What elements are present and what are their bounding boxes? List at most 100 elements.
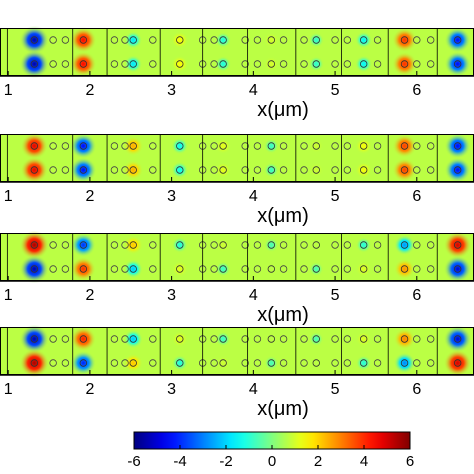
field-spot (264, 355, 279, 371)
hole-marker (176, 142, 184, 150)
hole-marker (279, 36, 288, 44)
field-spot (124, 31, 143, 49)
hole-marker (241, 166, 249, 174)
hole-marker (453, 60, 462, 68)
hole-marker (129, 142, 137, 150)
hole-marker (453, 36, 462, 44)
colorbar-tick-label: 6 (406, 453, 414, 470)
hole-marker (176, 335, 184, 343)
field-spot (444, 157, 471, 183)
field-spot (171, 237, 188, 253)
hole-marker (121, 241, 129, 249)
hole-marker (49, 166, 57, 174)
hole-marker (453, 359, 462, 367)
field-spot (355, 31, 373, 49)
field-spot (394, 234, 416, 256)
x-tick-label: 6 (412, 381, 421, 398)
hole-marker (241, 241, 249, 249)
field-spot (70, 326, 97, 352)
field-spot (355, 161, 372, 179)
hole-marker (331, 142, 339, 150)
field-spot (20, 156, 49, 184)
hole-marker (300, 60, 308, 68)
hole-marker (359, 265, 368, 273)
hole-marker (121, 60, 129, 68)
field-spot (394, 258, 416, 280)
hole-marker (312, 142, 320, 150)
hole-marker (129, 359, 137, 367)
hole-marker (267, 335, 276, 343)
hole-marker (413, 36, 421, 44)
hole-marker (210, 142, 218, 150)
hole-marker (121, 335, 129, 343)
field-spot (70, 257, 96, 281)
x-tick-label: 3 (167, 381, 176, 398)
field-spot (264, 261, 279, 277)
hole-marker (129, 335, 137, 343)
hole-marker (400, 36, 409, 44)
hole-marker (343, 335, 352, 343)
hole-marker (359, 241, 368, 249)
hole-marker (400, 142, 409, 150)
hole-marker (312, 60, 320, 68)
hole-marker (312, 166, 320, 174)
hole-marker (79, 60, 88, 68)
hole-marker (343, 36, 352, 44)
x-tick-label: 6 (412, 82, 421, 99)
field-spot (215, 261, 231, 277)
x-tick-label: 1 (4, 381, 13, 398)
hole-marker (110, 335, 119, 343)
hole-marker (413, 265, 421, 273)
field-spot (393, 352, 416, 374)
x-tick-label: 5 (331, 287, 340, 304)
x-tick-label: 4 (249, 381, 258, 398)
hole-marker (219, 265, 227, 273)
field-spot (215, 32, 232, 48)
x-tick-label: 5 (331, 188, 340, 205)
hole-marker (61, 36, 70, 44)
hole-marker (331, 359, 339, 367)
hole-marker (219, 166, 227, 174)
field-spot (123, 235, 143, 255)
hole-marker (176, 60, 184, 68)
hole-marker (426, 142, 435, 150)
field-spot (19, 25, 50, 55)
colorbar-tick-label: 0 (268, 453, 276, 470)
hole-marker (49, 265, 57, 273)
hole-marker (79, 36, 88, 44)
hole-marker (267, 265, 276, 273)
hole-marker (176, 241, 184, 249)
field-spot (171, 331, 188, 347)
hole-marker (312, 265, 320, 273)
hole-marker (300, 166, 308, 174)
x-tick-label: 6 (412, 287, 421, 304)
hole-marker (279, 60, 288, 68)
hole-marker (210, 36, 218, 44)
hole-marker (359, 36, 368, 44)
colorbar-tick-label: -2 (219, 453, 232, 470)
hole-marker (413, 359, 421, 367)
field-spot (443, 255, 472, 283)
field-spot (70, 51, 97, 77)
x-tick-label: 1 (4, 287, 13, 304)
hole-marker (400, 359, 409, 367)
panel-1: 1 2 3 4 5 6 x(μm) (0, 25, 474, 121)
x-axis-title: x(μm) (257, 99, 309, 121)
field-spot (123, 160, 144, 180)
field-spot (123, 136, 144, 156)
hole-marker (149, 241, 157, 249)
field-spot (355, 355, 372, 371)
hole-marker (61, 166, 70, 174)
hole-marker (49, 335, 57, 343)
hole-marker (79, 335, 88, 343)
hole-marker (343, 265, 352, 273)
hole-marker (426, 359, 435, 367)
field-spot (309, 237, 324, 253)
hole-marker (453, 142, 462, 150)
hole-marker (30, 36, 39, 44)
hole-marker (400, 60, 409, 68)
hole-marker (219, 359, 227, 367)
hole-marker (253, 60, 262, 68)
hole-marker (253, 241, 262, 249)
